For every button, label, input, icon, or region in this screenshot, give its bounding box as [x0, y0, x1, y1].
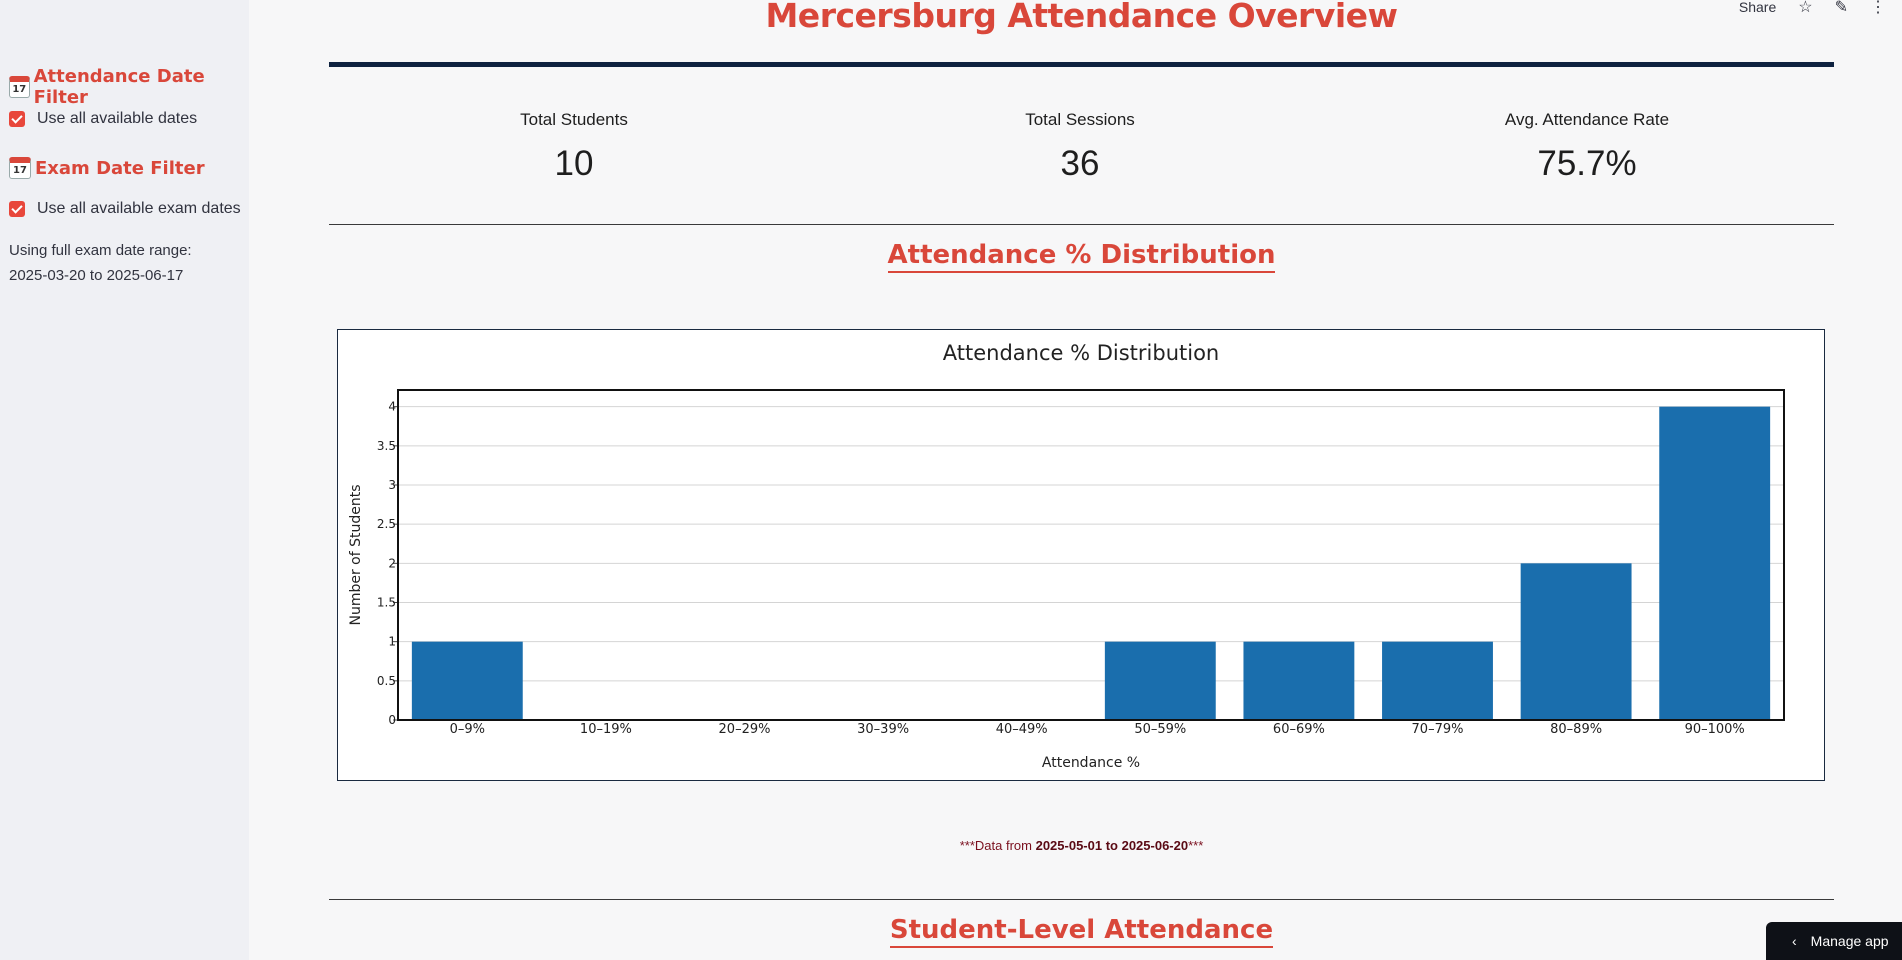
- y-axis-label: Number of Students: [348, 484, 364, 625]
- exam-range-note: Using full exam date range: 2025-03-20 t…: [9, 242, 192, 284]
- plot-frame: [397, 389, 1785, 721]
- app-toolbar: Share ☆ ✎ ⋮: [1738, 0, 1902, 16]
- use-all-exam-dates-checkbox[interactable]: Use all available exam dates: [9, 200, 241, 218]
- x-tick-label: 70–79%: [1412, 722, 1464, 737]
- x-tick-label: 60–69%: [1273, 722, 1325, 737]
- metric-avg-attendance: Avg. Attendance Rate 75.7%: [1387, 110, 1787, 184]
- x-tick-label: 40–49%: [996, 722, 1048, 737]
- y-tick-label: 4: [388, 400, 396, 414]
- chart-title: Attendance % Distribution: [943, 341, 1220, 365]
- share-button[interactable]: Share: [1738, 0, 1777, 15]
- bar: [1104, 641, 1216, 720]
- attendance-date-filter-title: Attendance Date Filter: [33, 66, 205, 108]
- data-range-note: ***Data from 2025-05-01 to 2025-06-20***: [329, 838, 1834, 853]
- chart-svg: Attendance % Distribution 0 0.5 1 1.5 2 2.5 3 3.…: [348, 341, 1785, 771]
- metric-label: Total Students: [520, 110, 628, 129]
- checkbox-checked-icon[interactable]: [9, 201, 25, 217]
- use-all-dates-checkbox[interactable]: Use all available dates: [9, 110, 197, 128]
- bar: [1382, 641, 1493, 720]
- chevron-left-icon: ‹: [1792, 933, 1797, 949]
- exam-date-filter-heading: 17 Exam Date Filter: [9, 157, 205, 179]
- use-all-dates-label: Use all available dates: [37, 110, 198, 127]
- x-tick-label: 80–89%: [1550, 722, 1602, 737]
- x-axis-label: Attendance %: [1042, 755, 1140, 771]
- bar: [1520, 563, 1632, 720]
- student-level-heading-text: Student-Level Attendance: [889, 915, 1274, 948]
- x-tick-label: 0–9%: [450, 722, 485, 737]
- manage-app-label: Manage app: [1810, 933, 1889, 949]
- metric-label: Avg. Attendance Rate: [1504, 110, 1670, 129]
- x-tick-label: 90–100%: [1685, 722, 1745, 737]
- sidebar: 17 Attendance Date Filter Use all availa…: [0, 0, 249, 960]
- y-tick-label: 1: [388, 635, 396, 649]
- manage-app-button[interactable]: ‹ Manage app: [1766, 922, 1902, 960]
- bar: [411, 641, 523, 720]
- distribution-heading-text: Attendance % Distribution: [887, 240, 1276, 273]
- metric-total-students: Total Students 10: [374, 110, 774, 184]
- x-tick-label: 10–19%: [580, 722, 632, 737]
- section-divider: [329, 899, 1834, 900]
- student-level-section-heading: Student-Level Attendance: [329, 915, 1834, 948]
- x-tick-label: 20–29%: [719, 722, 771, 737]
- metric-total-sessions: Total Sessions 36: [880, 110, 1280, 184]
- metric-value: 75.7%: [1537, 144, 1637, 183]
- data-note-prefix: ***Data from: [959, 838, 1036, 853]
- x-tick-label: 30–39%: [857, 722, 909, 737]
- metric-label: Total Sessions: [1025, 110, 1135, 129]
- y-tick-label: 3: [388, 478, 396, 492]
- bar: [1659, 406, 1771, 720]
- y-tick-label: 2: [388, 556, 396, 570]
- metric-value: 36: [1060, 144, 1100, 183]
- star-icon[interactable]: ☆: [1798, 0, 1813, 16]
- calendar-icon: 17: [9, 157, 31, 179]
- y-tick-label: 2.5: [377, 517, 396, 531]
- metric-value: 10: [554, 144, 594, 183]
- x-tick-label: 50–59%: [1134, 722, 1186, 737]
- y-tick-label: 1.5: [377, 596, 396, 610]
- attendance-date-filter-heading: 17 Attendance Date Filter: [9, 66, 249, 108]
- y-tick-label: 0.5: [377, 674, 396, 688]
- exam-date-filter-title: Exam Date Filter: [35, 157, 205, 179]
- calendar-icon: 17: [9, 76, 30, 98]
- attendance-distribution-chart: Attendance % Distribution 0 0.5 1 1.5 2 2.5 3 3.…: [337, 329, 1825, 781]
- checkbox-checked-icon[interactable]: [9, 111, 25, 127]
- edit-pencil-icon[interactable]: ✎: [1834, 0, 1848, 16]
- data-note-range: 2025-05-01 to 2025-06-20: [1035, 838, 1189, 853]
- section-divider: [329, 224, 1834, 225]
- title-divider: [329, 62, 1834, 67]
- y-tick-label: 3.5: [377, 439, 396, 453]
- y-tick-label: 0: [388, 713, 396, 727]
- use-all-exam-dates-label: Use all available exam dates: [37, 200, 241, 217]
- bar: [1243, 641, 1355, 720]
- data-note-suffix: ***: [1188, 838, 1204, 853]
- page-title: Mercersburg Attendance Overview: [765, 0, 1398, 35]
- more-menu-icon[interactable]: ⋮: [1870, 0, 1886, 16]
- distribution-section-heading: Attendance % Distribution: [329, 240, 1834, 273]
